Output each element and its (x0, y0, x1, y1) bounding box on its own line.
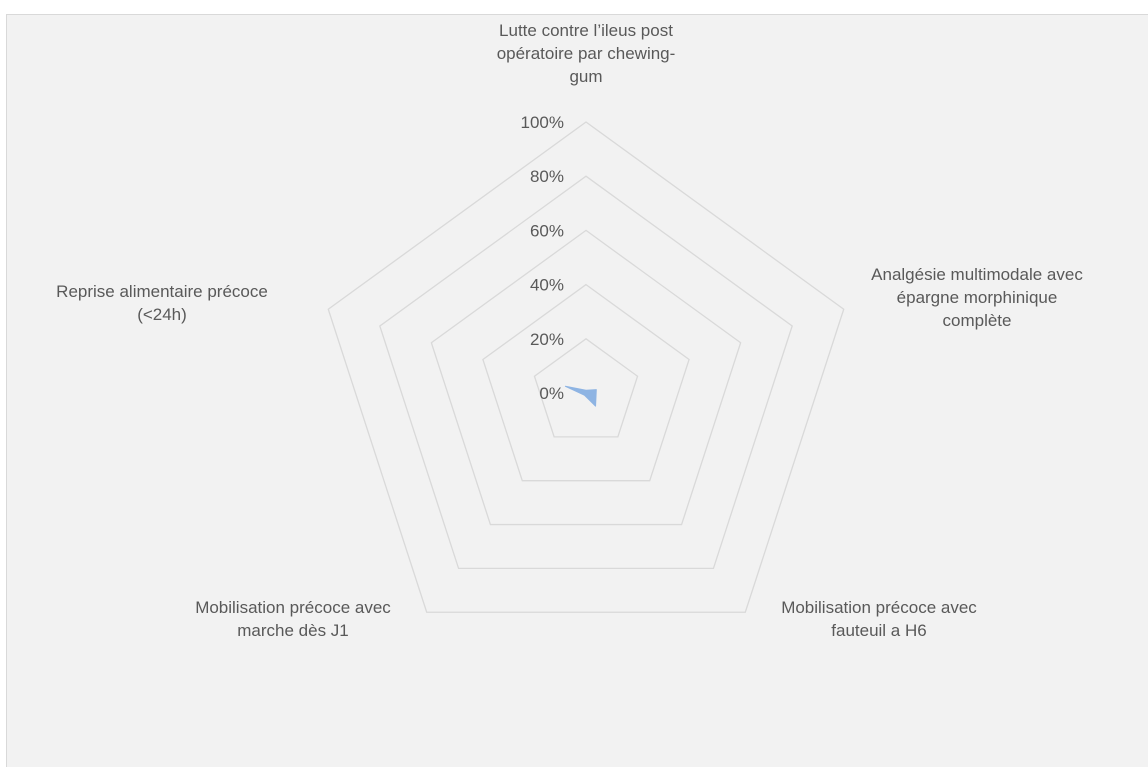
grid-ring (533, 337, 639, 438)
grid-ring (379, 175, 793, 570)
grid-ring (482, 283, 690, 482)
tick-label: 0% (539, 384, 564, 403)
grid-ring (430, 229, 742, 526)
category-label: Reprise alimentaire précoce (<24h) (56, 282, 268, 324)
tick-label: 40% (530, 276, 564, 295)
category-label: Mobilisation précoce avec fauteuil a H6 (781, 598, 977, 640)
tick-label: 100% (521, 113, 564, 132)
category-label: Mobilisation précoce avec marche dès J1 (195, 598, 391, 640)
tick-label: 80% (530, 167, 564, 186)
tick-label: 60% (530, 221, 564, 240)
category-label: Analgésie multimodale avec épargne morphi… (871, 265, 1083, 330)
tick-label: 20% (530, 330, 564, 349)
grid-ring (327, 121, 845, 613)
series-area (564, 385, 597, 407)
category-label: Lutte contre l’ileus post opératoire par … (497, 21, 676, 86)
